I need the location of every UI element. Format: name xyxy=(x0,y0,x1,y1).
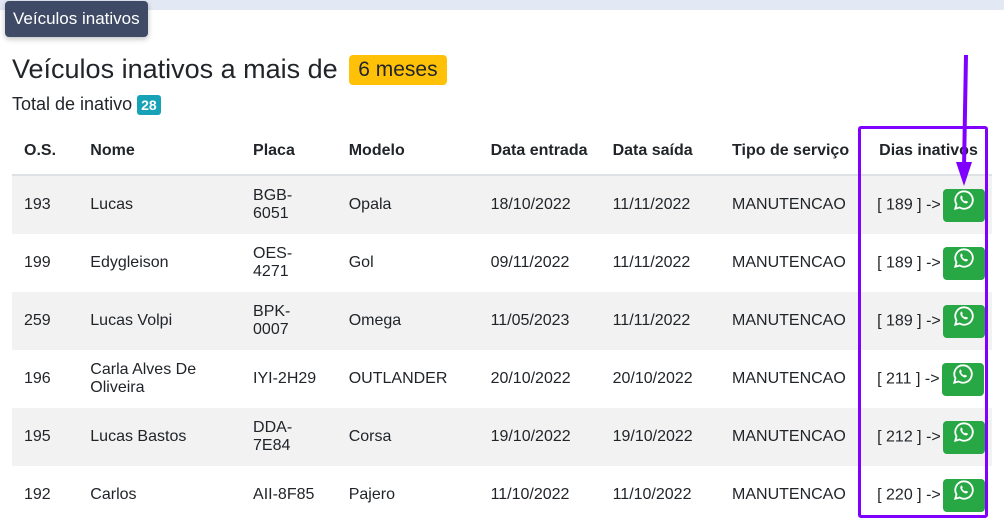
whatsapp-button[interactable] xyxy=(942,188,985,222)
cell-dias: [ 212 ] -> xyxy=(867,408,992,466)
dias-inativos-value: [ 189 ] -> xyxy=(877,254,941,272)
cell-os: 196 xyxy=(24,370,51,387)
cell-os: 193 xyxy=(12,175,79,234)
top-bar xyxy=(0,0,1004,10)
cell-entrada: 18/10/2022 xyxy=(478,175,601,234)
cell-dias: [ 189 ] -> xyxy=(867,292,992,350)
cell-saida: 20/10/2022 xyxy=(612,370,693,387)
column-header: Data entrada xyxy=(478,128,601,176)
whatsapp-button[interactable] xyxy=(942,478,985,512)
whatsapp-icon xyxy=(953,305,975,331)
whatsapp-button[interactable] xyxy=(941,362,984,396)
cell-entrada: 20/10/2022 xyxy=(490,370,571,387)
whatsapp-icon xyxy=(953,247,975,273)
cell-saida: 11/11/2022 xyxy=(612,254,691,271)
cell-entrada: 09/11/2022 xyxy=(490,254,570,271)
cell-os: 192 xyxy=(24,486,51,503)
cell-entrada: 19/10/2022 xyxy=(478,408,601,466)
cell-placa: DDA-7E84 xyxy=(241,408,337,466)
cell-os: 195 xyxy=(12,408,79,466)
table-row: 192 Carlos AII-8F85 Pajero 11/10/2022 11/10/2… xyxy=(12,466,992,524)
column-header: O.S. xyxy=(12,128,79,176)
tab-veiculos-inativos[interactable]: Veículos inativos xyxy=(5,1,148,37)
column-header: Nome xyxy=(78,128,242,176)
cell-modelo: OUTLANDER xyxy=(348,370,448,387)
cell-placa: BPK-0007 xyxy=(241,292,337,350)
cell-os: 259 xyxy=(12,292,79,350)
period-badge: 6 meses xyxy=(349,55,447,85)
dias-inativos-value: [ 220 ] -> xyxy=(877,486,941,504)
whatsapp-icon xyxy=(953,421,975,447)
dias-inativos-value: [ 212 ] -> xyxy=(877,428,941,446)
dias-inativos-value: [ 211 ] -> xyxy=(877,370,940,388)
dias-inativos-value: [ 189 ] -> xyxy=(877,196,941,214)
cell-modelo: Opala xyxy=(336,175,479,234)
cell-modelo: Gol xyxy=(348,254,374,271)
annotation-arrow xyxy=(956,54,972,186)
inactive-vehicles-table: O.S. Nome Placa Modelo Data entrada Data saíd… xyxy=(12,128,992,524)
whatsapp-button[interactable] xyxy=(942,304,985,338)
cell-placa: OES-4271 xyxy=(253,245,293,280)
cell-nome: Carla Alves De Oliveira xyxy=(90,361,197,396)
whatsapp-icon xyxy=(953,479,975,505)
whatsapp-button[interactable] xyxy=(942,420,985,454)
cell-dias: [ 211 ] -> xyxy=(867,350,992,408)
cell-os: 199 xyxy=(24,254,51,271)
total-inactive: Total de inativo 28 xyxy=(12,94,161,115)
cell-saida: 11/10/2022 xyxy=(612,486,692,503)
whatsapp-button[interactable] xyxy=(942,246,985,280)
cell-modelo: Omega xyxy=(336,292,479,350)
cell-tipo: MANUTENCAO xyxy=(720,175,868,234)
cell-tipo: MANUTENCAO xyxy=(720,408,868,466)
cell-placa: IYI-2H29 xyxy=(253,370,317,387)
cell-entrada: 11/05/2023 xyxy=(478,292,601,350)
column-header: Modelo xyxy=(336,128,479,176)
cell-saida: 11/11/2022 xyxy=(600,292,721,350)
cell-saida: 19/10/2022 xyxy=(600,408,721,466)
whatsapp-icon xyxy=(953,189,975,215)
table-row: 196 Carla Alves De Oliveira IYI-2H29 OUTLAN… xyxy=(12,350,992,408)
page-title: Veículos inativos a mais de 6 meses xyxy=(12,52,447,86)
total-count-badge: 28 xyxy=(137,95,161,115)
cell-dias: [ 189 ] -> xyxy=(867,234,992,292)
annotation-highlight-box xyxy=(858,126,988,518)
table-row: 199 Edygleison OES-4271 Gol 09/11/2022 11/11/… xyxy=(12,234,992,292)
cell-saida: 11/11/2022 xyxy=(600,175,721,234)
cell-entrada: 11/10/2022 xyxy=(490,486,570,503)
cell-placa: AII-8F85 xyxy=(253,486,315,503)
cell-tipo: MANUTENCAO xyxy=(732,486,846,503)
cell-placa: BGB-6051 xyxy=(241,175,337,234)
column-header: Tipo de serviço xyxy=(720,128,868,176)
whatsapp-icon xyxy=(952,363,974,389)
cell-tipo: MANUTENCAO xyxy=(732,370,846,387)
cell-dias: [ 189 ] -> xyxy=(867,175,992,234)
cell-nome: Lucas Volpi xyxy=(78,292,242,350)
cell-tipo: MANUTENCAO xyxy=(720,292,868,350)
cell-dias: [ 220 ] -> xyxy=(867,466,992,524)
cell-modelo: Pajero xyxy=(348,486,395,503)
column-header: Dias inativos xyxy=(867,128,992,176)
cell-nome: Carlos xyxy=(90,486,137,503)
cell-modelo: Corsa xyxy=(336,408,479,466)
table-row: 195 Lucas Bastos DDA-7E84 Corsa 19/10/2022 19… xyxy=(12,408,992,466)
table-row: 193 Lucas BGB-6051 Opala 18/10/2022 11/11/202… xyxy=(12,175,992,234)
cell-tipo: MANUTENCAO xyxy=(732,254,846,271)
column-header: Data saída xyxy=(600,128,721,176)
cell-nome: Lucas xyxy=(78,175,242,234)
dias-inativos-value: [ 189 ] -> xyxy=(877,312,941,330)
cell-nome: Lucas Bastos xyxy=(78,408,242,466)
column-header: Placa xyxy=(241,128,337,176)
cell-nome: Edygleison xyxy=(90,254,169,271)
table-row: 259 Lucas Volpi BPK-0007 Omega 11/05/2023 11/… xyxy=(12,292,992,350)
